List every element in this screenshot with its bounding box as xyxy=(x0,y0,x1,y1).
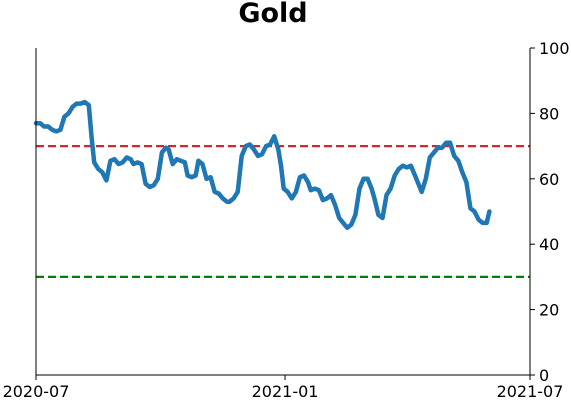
reference-lines xyxy=(36,145,530,278)
axes xyxy=(35,48,531,376)
ticks: 0 20 40 60 80 100 2020-07 2021-01 2021-07 xyxy=(3,39,570,401)
chart-title: Gold xyxy=(238,0,307,29)
y-tick-label: 0 xyxy=(539,366,549,385)
y-tick-label: 20 xyxy=(539,301,559,320)
x-tick-label: 2020-07 xyxy=(3,382,70,401)
x-tick-label: 2021-01 xyxy=(252,382,319,401)
x-tick-label: 2021-07 xyxy=(497,382,564,401)
y-tick-label: 60 xyxy=(539,170,559,189)
series-line xyxy=(33,99,492,231)
y-tick-label: 100 xyxy=(539,39,570,58)
series-group xyxy=(33,99,492,231)
y-tick-label: 80 xyxy=(539,104,559,123)
y-tick-label: 40 xyxy=(539,235,559,254)
